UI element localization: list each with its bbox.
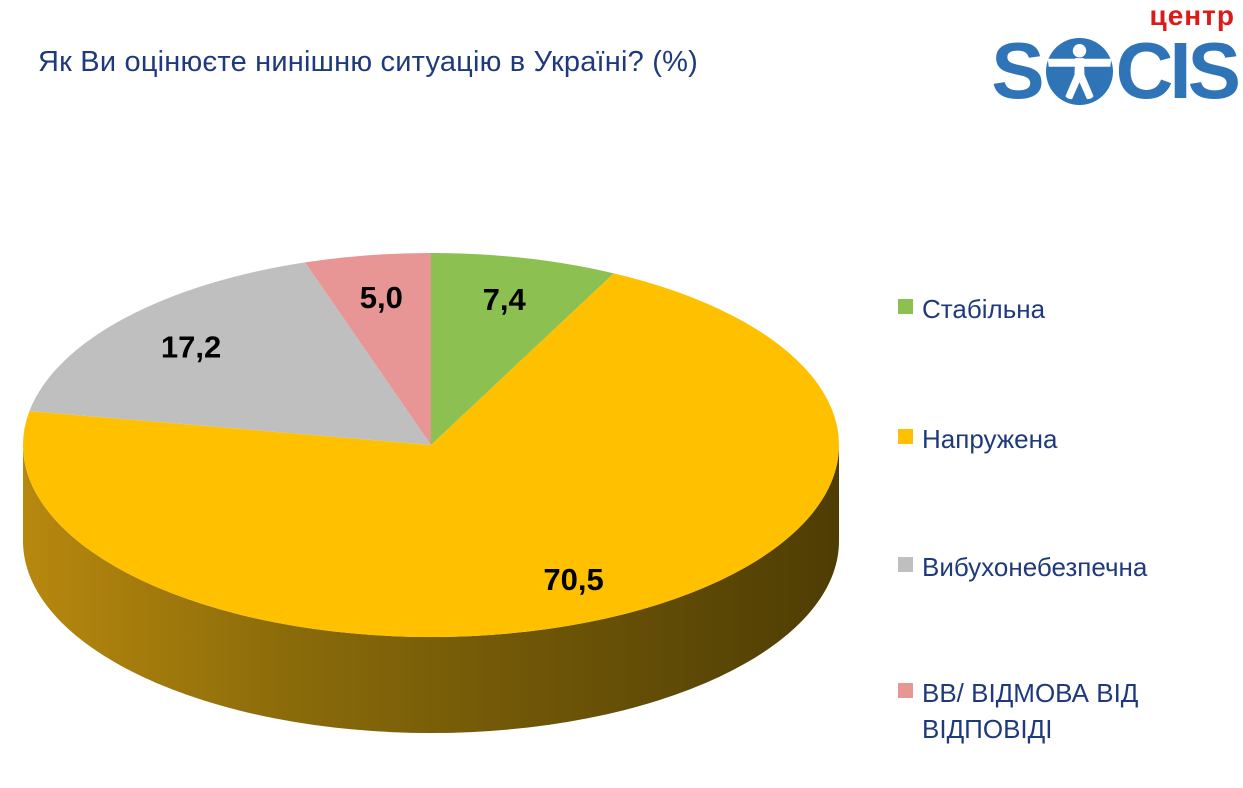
legend-item: Стабільна xyxy=(893,291,1223,327)
pie-side xyxy=(23,445,839,733)
legend-item: Напружена xyxy=(893,421,1223,457)
chart-legend: Стабільна Напружена Вибухонебезпечна ВВ/… xyxy=(893,291,1238,761)
vitruvian-man-icon xyxy=(1045,38,1113,105)
legend-label: Вибухонебезпечна xyxy=(922,552,1148,582)
pie-slice xyxy=(305,253,431,445)
legend-label: Напружена xyxy=(922,424,1058,454)
legend-label: ВВ/ ВІДМОВА ВІД ВІДПОВІДІ xyxy=(922,678,1139,744)
legend-item: Вибухонебезпечна xyxy=(893,549,1223,585)
pie-chart: 7,4 70,5 17,2 5,0 xyxy=(23,252,840,733)
logo-brand: S CIS xyxy=(991,26,1241,116)
pie-slice xyxy=(23,273,840,637)
pie-slice xyxy=(29,262,432,445)
legend-swatch-green xyxy=(898,299,913,314)
pie-slice xyxy=(431,252,614,445)
logo-tagline: центр xyxy=(1149,0,1235,31)
pie-slice-value-label: 7,4 xyxy=(483,282,527,317)
legend-swatch-yellow xyxy=(898,429,913,444)
legend-swatch-pink xyxy=(898,683,913,698)
pie-slice-value-label: 70,5 xyxy=(543,562,603,597)
pie-slice-value-label: 5,0 xyxy=(360,280,403,315)
legend-label: Стабільна xyxy=(922,294,1046,324)
pie-slice-value-label: 17,2 xyxy=(161,329,221,364)
logo-brand-right: CIS xyxy=(1115,26,1241,116)
legend-item: ВВ/ ВІДМОВА ВІД ВІДПОВІДІ xyxy=(893,675,1223,747)
page-title: Як Ви оцінюєте нинішню ситуацію в Україн… xyxy=(38,46,698,78)
socis-logo: центр S CIS xyxy=(957,0,1241,116)
logo-brand-left: S xyxy=(991,26,1044,116)
legend-swatch-gray xyxy=(898,557,913,572)
